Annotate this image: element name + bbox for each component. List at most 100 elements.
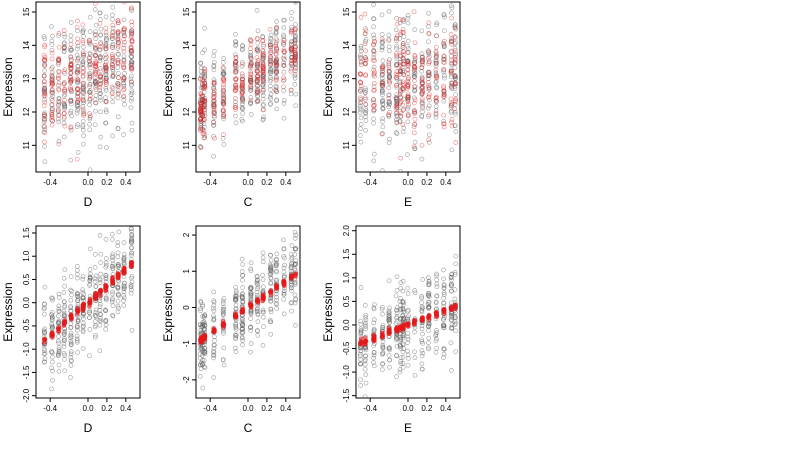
fitted-point (274, 285, 280, 291)
observed-point (281, 77, 287, 83)
observed-point (98, 260, 104, 265)
observed-point (254, 274, 260, 280)
fitted-point (411, 60, 417, 66)
observed-point (260, 314, 266, 320)
observed-point (75, 149, 81, 155)
fitted-point (441, 94, 446, 99)
observed-point (255, 28, 261, 34)
fitted-point (55, 106, 61, 112)
fitted-point (87, 96, 93, 102)
observed-point (97, 276, 103, 282)
observed-point (394, 314, 400, 319)
fitted-point (240, 97, 246, 103)
observed-point (386, 92, 392, 98)
fitted-point (449, 85, 454, 90)
observed-point (75, 317, 81, 323)
fitted-point (87, 73, 93, 79)
observed-point (273, 301, 279, 306)
observed-point (358, 139, 364, 145)
fitted-point (129, 48, 135, 53)
observed-point (202, 350, 207, 355)
fitted-point (260, 50, 266, 56)
fitted-point (121, 94, 126, 100)
observed-point (75, 294, 81, 300)
observed-point (371, 158, 377, 164)
observed-point (121, 255, 127, 260)
fitted-point (80, 96, 86, 102)
observed-point (116, 70, 121, 76)
fitted-point (42, 44, 48, 50)
observed-point (220, 301, 226, 306)
observed-point (116, 264, 122, 269)
observed-point (115, 65, 121, 70)
fitted-point (426, 315, 431, 321)
observed-point (426, 24, 431, 30)
fitted-point (419, 96, 425, 102)
observed-point (393, 96, 399, 102)
observed-point (411, 72, 417, 78)
fitted-point (92, 100, 98, 106)
observed-point (198, 60, 204, 66)
fitted-point (198, 111, 204, 116)
observed-point (254, 328, 260, 334)
observed-point (433, 338, 439, 344)
observed-point (49, 24, 54, 29)
y-tick-label: 11 (342, 141, 351, 150)
fitted-point (426, 84, 431, 90)
observed-point (233, 293, 239, 298)
observed-point (293, 246, 299, 252)
observed-point (128, 76, 134, 82)
observed-point (74, 339, 80, 345)
fitted-point (199, 336, 204, 342)
fitted-point (248, 305, 254, 310)
fitted-point (98, 68, 103, 74)
observed-point (87, 127, 93, 133)
fitted-point (248, 74, 253, 80)
observed-point (260, 84, 266, 90)
observed-point (42, 301, 47, 307)
observed-point (254, 99, 260, 105)
observed-point (49, 314, 55, 320)
fitted-point (62, 98, 67, 103)
observed-point (198, 345, 204, 351)
fitted-point (426, 31, 432, 37)
fitted-point (452, 34, 458, 40)
fitted-point (103, 25, 109, 31)
observed-point (97, 233, 103, 238)
observed-point (441, 282, 447, 287)
observed-point (400, 355, 406, 360)
fitted-point (273, 87, 279, 93)
fitted-point (255, 74, 261, 80)
fitted-point (452, 106, 458, 112)
fitted-point (372, 102, 377, 108)
observed-point (80, 54, 86, 60)
fitted-point (400, 122, 406, 127)
fitted-point (268, 55, 274, 61)
observed-point (75, 43, 81, 49)
fitted-point (273, 56, 279, 62)
fitted-point (293, 271, 299, 277)
fitted-point (42, 139, 47, 145)
observed-point (198, 366, 204, 372)
fitted-point (453, 140, 459, 145)
observed-point (453, 253, 459, 259)
fitted-point (425, 56, 431, 61)
observed-point (49, 365, 54, 371)
observed-point (401, 331, 406, 336)
fitted-point (400, 49, 406, 55)
observed-point (211, 355, 216, 361)
observed-point (434, 52, 439, 58)
fitted-point (358, 336, 364, 342)
observed-point (412, 27, 418, 32)
observed-point (281, 269, 287, 275)
observed-point (379, 99, 385, 105)
observed-point (433, 331, 439, 337)
observed-point (394, 305, 400, 311)
fitted-point (80, 70, 86, 75)
observed-point (441, 355, 446, 360)
observed-point (248, 49, 254, 55)
observed-point (358, 126, 363, 131)
fitted-point (362, 11, 368, 17)
observed-point (50, 354, 55, 360)
fitted-point (379, 65, 385, 71)
